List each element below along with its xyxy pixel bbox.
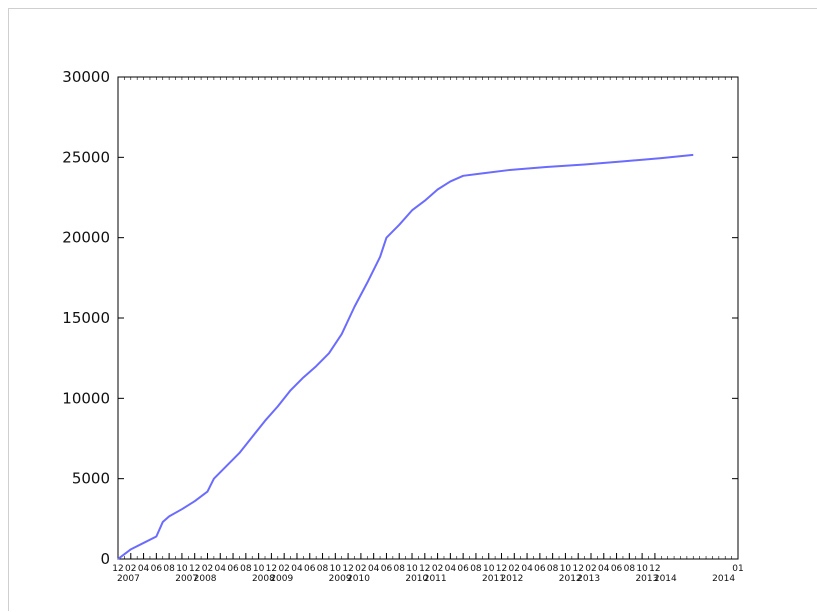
x-tick-label: 04 xyxy=(138,564,150,574)
x-tick-label: 10 xyxy=(253,564,265,574)
x-tick-label: 06 xyxy=(457,564,469,574)
x-tick-label: 12 xyxy=(572,564,583,574)
y-tick-label: 15000 xyxy=(62,309,110,327)
x-tick-label: 08 xyxy=(470,564,482,574)
x-tick-label: 04 xyxy=(291,564,303,574)
x-year-label: 2013 xyxy=(635,574,658,584)
x-year-label: 2010 xyxy=(405,574,428,584)
x-tick-label: 08 xyxy=(394,564,406,574)
x-year-label: 2009 xyxy=(270,574,293,584)
x-tick-label: 10 xyxy=(176,564,188,574)
x-year-label: 2011 xyxy=(424,574,447,584)
x-year-label: 2014 xyxy=(654,574,677,584)
x-tick-label: 01 xyxy=(732,564,743,574)
x-tick-label: 10 xyxy=(636,564,648,574)
x-year-label: 2010 xyxy=(347,574,370,584)
x-tick-label: 10 xyxy=(483,564,495,574)
x-tick-label: 04 xyxy=(445,564,457,574)
x-year-label: 2007 xyxy=(175,574,198,584)
plot-area xyxy=(117,76,739,560)
x-year-label: 2008 xyxy=(252,574,275,584)
series-line xyxy=(117,153,694,560)
x-tick-label: 12 xyxy=(266,564,277,574)
y-axis: 0 5000 10000 15000 20000 25000 30000 xyxy=(62,68,738,568)
y-tick-label: 20000 xyxy=(62,229,110,247)
x-tick-label: 10 xyxy=(330,564,342,574)
x-year-label: 2008 xyxy=(194,574,217,584)
y-tick-label: 0 xyxy=(100,550,110,568)
x-tick-label: 08 xyxy=(317,564,329,574)
x-year-label: 2009 xyxy=(329,574,352,584)
x-year-label: 2012 xyxy=(559,574,582,584)
x-tick-label: 12 xyxy=(496,564,507,574)
x-tick-label: 10 xyxy=(560,564,572,574)
chart-frame: 0 5000 10000 15000 20000 25000 30000 12 02 04 06 0… xyxy=(8,8,817,611)
y-tick-label: 5000 xyxy=(72,470,110,488)
x-tick-label: 02 xyxy=(585,564,596,574)
x-tick-label: 08 xyxy=(547,564,559,574)
x-tick-label: 02 xyxy=(278,564,289,574)
x-tick-label: 02 xyxy=(432,564,443,574)
x-year-label: 2011 xyxy=(482,574,505,584)
x-tick-label: 06 xyxy=(611,564,623,574)
x-tick-label: 12 xyxy=(112,564,123,574)
x-tick-label: 08 xyxy=(240,564,252,574)
x-tick-label: 06 xyxy=(227,564,239,574)
x-tick-label: 04 xyxy=(521,564,533,574)
x-tick-label: 02 xyxy=(355,564,366,574)
x-tick-label: 12 xyxy=(649,564,660,574)
x-tick-label: 06 xyxy=(304,564,316,574)
x-axis: 12 02 04 06 08 10 12 02 04 06 08 10 12 02 04 06 08 10 12 02… xyxy=(112,77,744,584)
x-tick-label: 06 xyxy=(151,564,163,574)
x-tick-label: 12 xyxy=(189,564,200,574)
y-tick-label: 30000 xyxy=(62,68,110,86)
x-tick-label: 08 xyxy=(624,564,636,574)
y-tick-label: 25000 xyxy=(62,148,110,166)
x-tick-label: 06 xyxy=(534,564,546,574)
x-tick-label: 12 xyxy=(419,564,430,574)
x-year-label: 2007 xyxy=(117,574,140,584)
x-tick-label: 02 xyxy=(202,564,213,574)
x-year-label: 2014 xyxy=(712,574,735,584)
x-tick-label: 04 xyxy=(215,564,227,574)
x-tick-label: 02 xyxy=(125,564,136,574)
y-tick-label: 10000 xyxy=(62,389,110,407)
x-tick-label: 04 xyxy=(598,564,610,574)
x-tick-label: 10 xyxy=(406,564,418,574)
x-tick-label: 12 xyxy=(342,564,353,574)
x-tick-label: 04 xyxy=(368,564,380,574)
x-year-label: 2013 xyxy=(577,574,600,584)
x-year-label: 2012 xyxy=(500,574,523,584)
x-tick-label: 08 xyxy=(163,564,175,574)
x-tick-label: 06 xyxy=(381,564,393,574)
x-tick-label: 02 xyxy=(509,564,520,574)
